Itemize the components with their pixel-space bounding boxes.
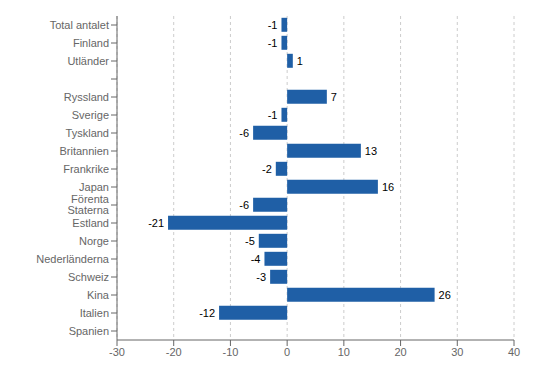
svg-text:7: 7 (331, 91, 337, 103)
svg-text:-1: -1 (268, 37, 278, 49)
svg-text:Estland: Estland (72, 217, 109, 229)
svg-text:-6: -6 (239, 199, 249, 211)
svg-text:Tyskland: Tyskland (66, 127, 109, 139)
svg-text:Britannien: Britannien (59, 145, 109, 157)
svg-text:0: 0 (284, 346, 290, 358)
svg-text:-12: -12 (199, 307, 215, 319)
svg-text:-2: -2 (262, 163, 272, 175)
svg-text:FörentaStaterna: FörentaStaterna (67, 193, 109, 216)
svg-text:-3: -3 (256, 271, 266, 283)
svg-text:16: 16 (382, 181, 394, 193)
svg-text:Sverige: Sverige (72, 109, 109, 121)
svg-text:Utländer: Utländer (67, 55, 109, 67)
svg-text:-4: -4 (251, 253, 261, 265)
svg-text:-1: -1 (268, 19, 278, 31)
svg-text:Italien: Italien (80, 307, 109, 319)
svg-text:-21: -21 (148, 217, 164, 229)
svg-text:Frankrike: Frankrike (63, 163, 109, 175)
svg-text:-30: -30 (109, 346, 125, 358)
svg-text:Norge: Norge (79, 235, 109, 247)
svg-text:Kina: Kina (87, 289, 110, 301)
svg-text:Schweiz: Schweiz (68, 271, 109, 283)
svg-text:26: 26 (439, 289, 451, 301)
svg-text:1: 1 (297, 55, 303, 67)
svg-text:Finland: Finland (73, 37, 109, 49)
svg-text:Total antalet: Total antalet (50, 19, 109, 31)
svg-text:10: 10 (338, 346, 350, 358)
svg-text:-20: -20 (166, 346, 182, 358)
svg-text:Nederländerna: Nederländerna (36, 253, 110, 265)
svg-text:Spanien: Spanien (69, 325, 109, 337)
svg-text:40: 40 (508, 346, 520, 358)
svg-text:20: 20 (394, 346, 406, 358)
svg-text:Ryssland: Ryssland (64, 91, 109, 103)
svg-text:-6: -6 (239, 127, 249, 139)
svg-text:Japan: Japan (79, 181, 109, 193)
svg-text:30: 30 (451, 346, 463, 358)
svg-text:13: 13 (365, 145, 377, 157)
svg-text:-5: -5 (245, 235, 255, 247)
svg-text:-10: -10 (222, 346, 238, 358)
svg-text:-1: -1 (268, 109, 278, 121)
